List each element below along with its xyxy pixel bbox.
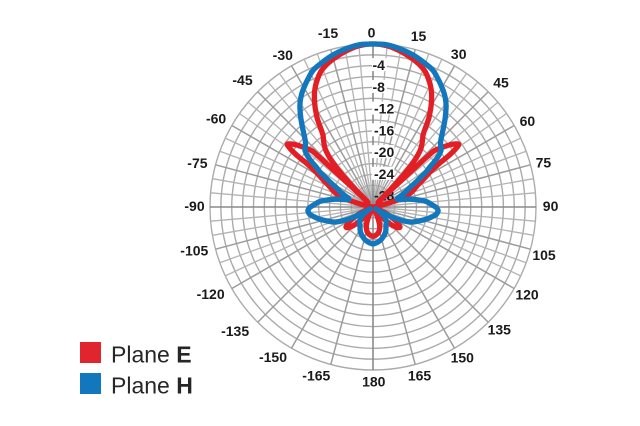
svg-text:0: 0 bbox=[368, 25, 376, 41]
svg-text:-20: -20 bbox=[374, 144, 394, 160]
svg-text:180: 180 bbox=[362, 374, 386, 390]
svg-text:165: 165 bbox=[408, 367, 432, 383]
svg-text:-30: -30 bbox=[273, 47, 293, 63]
svg-text:-12: -12 bbox=[374, 101, 394, 117]
svg-text:Plane E: Plane E bbox=[111, 342, 192, 368]
svg-text:-75: -75 bbox=[187, 155, 207, 171]
svg-text:75: 75 bbox=[536, 154, 552, 170]
svg-text:-90: -90 bbox=[184, 198, 204, 214]
svg-text:-135: -135 bbox=[221, 323, 249, 339]
svg-text:45: 45 bbox=[493, 75, 509, 91]
svg-text:-120: -120 bbox=[197, 286, 225, 302]
svg-text:-15: -15 bbox=[318, 25, 338, 41]
svg-text:15: 15 bbox=[411, 28, 427, 44]
svg-text:-8: -8 bbox=[373, 79, 386, 95]
svg-text:-165: -165 bbox=[302, 368, 330, 384]
svg-text:150: 150 bbox=[451, 350, 475, 366]
svg-text:-45: -45 bbox=[232, 72, 252, 88]
svg-text:30: 30 bbox=[451, 46, 467, 62]
svg-text:-150: -150 bbox=[259, 349, 287, 365]
svg-text:60: 60 bbox=[520, 113, 536, 129]
svg-text:-16: -16 bbox=[374, 122, 394, 138]
svg-text:-105: -105 bbox=[180, 242, 208, 258]
svg-text:Plane H: Plane H bbox=[111, 373, 193, 399]
svg-text:-60: -60 bbox=[206, 110, 226, 126]
svg-text:-24: -24 bbox=[374, 166, 394, 182]
svg-text:120: 120 bbox=[515, 287, 539, 303]
svg-text:90: 90 bbox=[543, 198, 559, 214]
svg-text:105: 105 bbox=[532, 247, 556, 263]
svg-text:-4: -4 bbox=[373, 57, 386, 73]
svg-text:135: 135 bbox=[488, 321, 512, 337]
